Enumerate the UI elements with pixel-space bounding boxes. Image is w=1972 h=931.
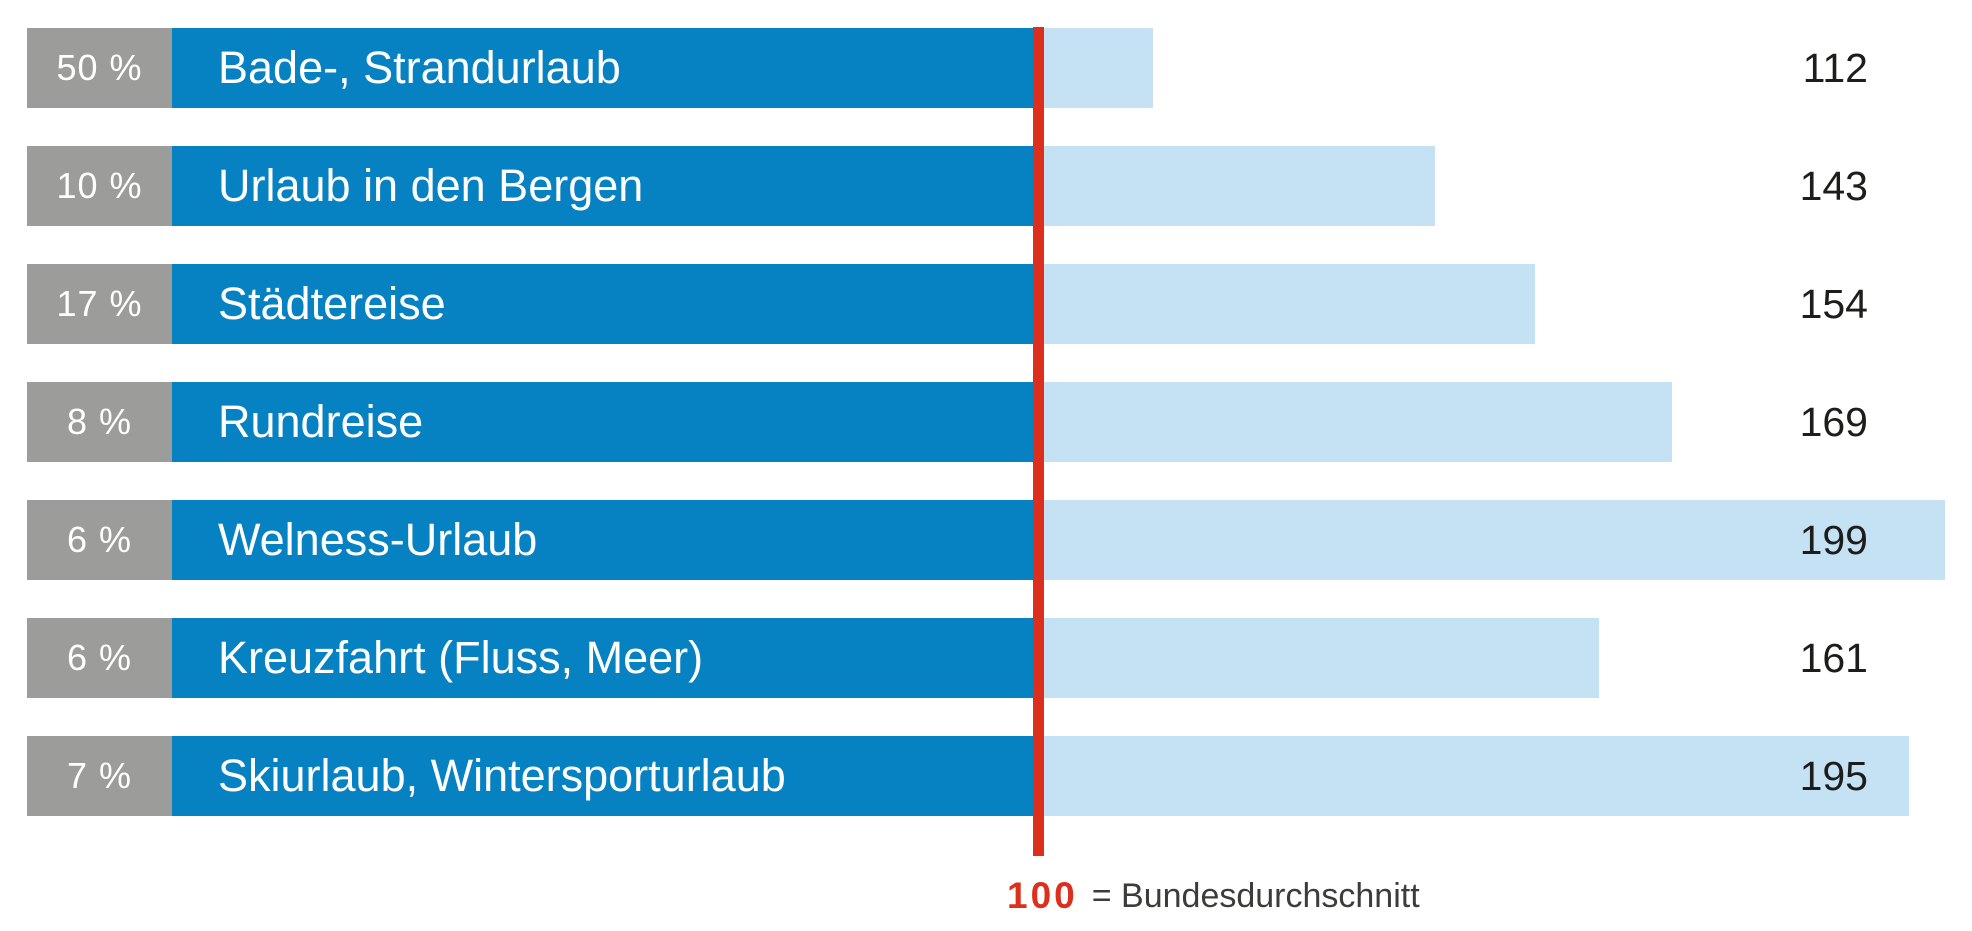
index-value-label: 169	[1799, 398, 1868, 445]
bar-row: 50 % Bade-, Strandurlaub 112	[0, 28, 1972, 108]
bar-row: 17 % Städtereise 154	[0, 264, 1972, 344]
percent-label: 50 %	[56, 47, 143, 88]
category-bar: Bade-, Strandurlaub	[172, 28, 1033, 108]
category-bar: Städtereise	[172, 264, 1033, 344]
index-value-label: 195	[1799, 752, 1868, 799]
percent-label: 10 %	[56, 165, 143, 206]
bar-row: 10 % Urlaub in den Bergen 143	[0, 146, 1972, 226]
category-label: Skiurlaub, Wintersporturlaub	[218, 750, 786, 801]
bar-row: 6 % Welness-Urlaub 199	[0, 500, 1972, 580]
percent-badge: 50 %	[27, 28, 172, 108]
reference-value: 100	[1007, 875, 1078, 916]
index-bar	[1044, 146, 1435, 226]
index-value-label: 154	[1799, 280, 1868, 327]
index-bar	[1044, 618, 1599, 698]
percent-label: 8 %	[66, 401, 133, 442]
index-bar	[1044, 264, 1535, 344]
category-label: Bade-, Strandurlaub	[218, 42, 621, 93]
category-label: Urlaub in den Bergen	[218, 160, 644, 211]
index-value-label: 161	[1799, 634, 1868, 681]
reference-line-100	[1033, 27, 1044, 856]
category-label: Rundreise	[218, 396, 424, 447]
category-label: Kreuzfahrt (Fluss, Meer)	[218, 632, 704, 683]
percent-badge: 8 %	[27, 382, 172, 462]
bar-row: 8 % Rundreise 169	[0, 382, 1972, 462]
percent-label: 6 %	[66, 637, 133, 678]
index-value-label: 199	[1799, 516, 1868, 563]
category-bar: Urlaub in den Bergen	[172, 146, 1033, 226]
percent-badge: 10 %	[27, 146, 172, 226]
reference-legend: 100 = Bundesdurchschnitt	[1007, 874, 1420, 918]
category-bar: Welness-Urlaub	[172, 500, 1033, 580]
category-bar: Skiurlaub, Wintersporturlaub	[172, 736, 1033, 816]
percent-badge: 17 %	[27, 264, 172, 344]
percent-badge: 7 %	[27, 736, 172, 816]
index-bar	[1044, 28, 1153, 108]
index-value-label: 143	[1799, 162, 1868, 209]
category-bar: Rundreise	[172, 382, 1033, 462]
percent-label: 7 %	[66, 755, 133, 796]
category-label: Welness-Urlaub	[218, 514, 538, 565]
bar-row: 6 % Kreuzfahrt (Fluss, Meer) 161	[0, 618, 1972, 698]
index-bar	[1044, 736, 1909, 816]
percent-label: 17 %	[56, 283, 143, 324]
category-bar: Kreuzfahrt (Fluss, Meer)	[172, 618, 1033, 698]
percent-badge: 6 %	[27, 618, 172, 698]
percent-badge: 6 %	[27, 500, 172, 580]
percent-label: 6 %	[66, 519, 133, 560]
index-bar	[1044, 500, 1945, 580]
category-label: Städtereise	[218, 278, 446, 329]
index-bar	[1044, 382, 1672, 462]
index-value-label: 112	[1802, 44, 1868, 91]
bar-row: 7 % Skiurlaub, Wintersporturlaub 195	[0, 736, 1972, 816]
reference-label: = Bundesdurchschnitt	[1091, 876, 1420, 915]
